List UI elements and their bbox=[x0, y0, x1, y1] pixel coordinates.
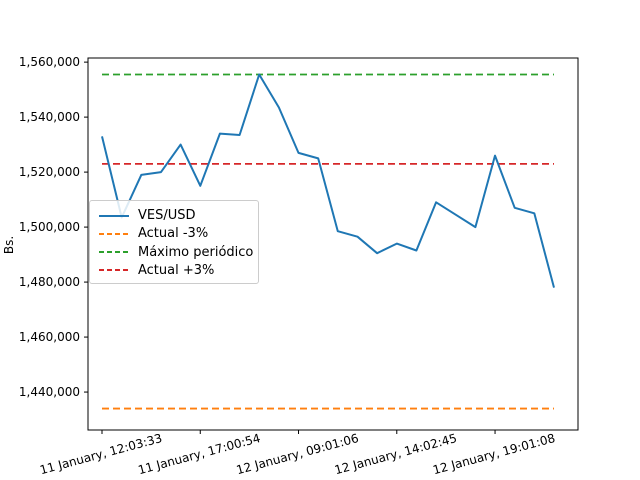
plot-border bbox=[87, 57, 579, 431]
y-tick-label: 1,540,000 bbox=[19, 110, 80, 124]
y-tick-label: 1,460,000 bbox=[19, 330, 80, 344]
legend-label: VES/USD bbox=[138, 208, 196, 223]
legend-item: Actual +3% bbox=[98, 262, 250, 279]
y-tick-label: 1,500,000 bbox=[19, 220, 80, 234]
legend-item: VES/USD bbox=[98, 207, 250, 224]
y-tick-label: 1,560,000 bbox=[19, 55, 80, 69]
y-tick-label: 1,520,000 bbox=[19, 165, 80, 179]
legend-item: Actual -3% bbox=[98, 225, 250, 242]
legend-label: Máximo periódico bbox=[138, 244, 254, 260]
legend-label: Actual +3% bbox=[138, 262, 215, 278]
legend-line-sample bbox=[99, 214, 129, 217]
legend-line-sample bbox=[99, 232, 129, 235]
legend-line-sample bbox=[99, 269, 129, 272]
price-line bbox=[101, 73, 555, 288]
legend-label: Actual -3% bbox=[138, 226, 209, 242]
legend-line-sample bbox=[99, 251, 129, 254]
chart-legend: VES/USD Actual -3% Máximo periódico Actual … bbox=[89, 200, 259, 284]
legend-item: Máximo periódico bbox=[98, 244, 254, 261]
y-tick-label: 1,480,000 bbox=[19, 275, 80, 289]
y-tick-label: 1,440,000 bbox=[19, 385, 80, 399]
y-axis-label: Bs. bbox=[2, 235, 16, 255]
